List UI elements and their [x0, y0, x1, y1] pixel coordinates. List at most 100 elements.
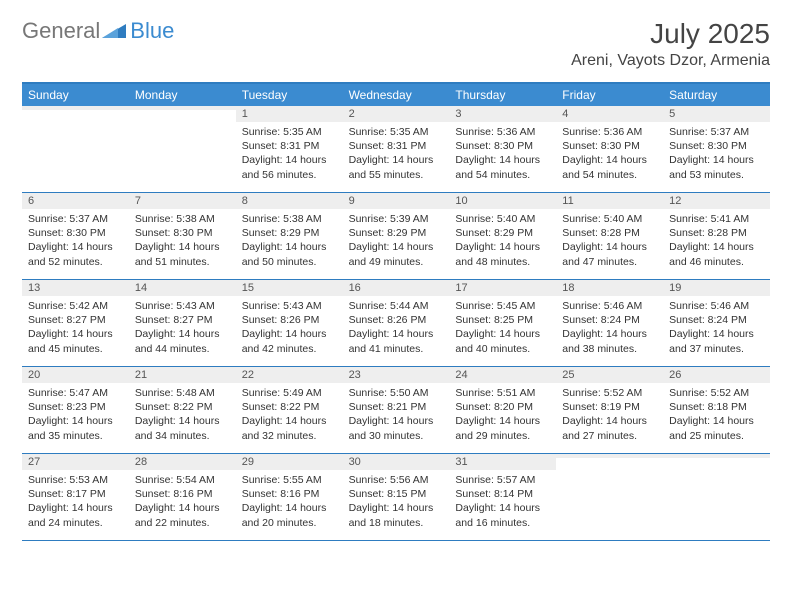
calendar-cell: 9Sunrise: 5:39 AMSunset: 8:29 PMDaylight…	[343, 193, 450, 279]
sunset-text: Sunset: 8:20 PM	[455, 400, 550, 414]
sunrise-text: Sunrise: 5:49 AM	[242, 386, 337, 400]
day-number: 5	[663, 106, 770, 122]
calendar-cell: 24Sunrise: 5:51 AMSunset: 8:20 PMDayligh…	[449, 367, 556, 453]
calendar-cell: 4Sunrise: 5:36 AMSunset: 8:30 PMDaylight…	[556, 106, 663, 192]
cell-body: Sunrise: 5:50 AMSunset: 8:21 PMDaylight:…	[343, 383, 450, 449]
cell-body: Sunrise: 5:38 AMSunset: 8:30 PMDaylight:…	[129, 209, 236, 275]
day-number: 8	[236, 193, 343, 209]
daylight-text: Daylight: 14 hours and 40 minutes.	[455, 327, 550, 355]
calendar-cell: 15Sunrise: 5:43 AMSunset: 8:26 PMDayligh…	[236, 280, 343, 366]
calendar-cell: 25Sunrise: 5:52 AMSunset: 8:19 PMDayligh…	[556, 367, 663, 453]
day-number: 17	[449, 280, 556, 296]
day-number: 15	[236, 280, 343, 296]
sunrise-text: Sunrise: 5:54 AM	[135, 473, 230, 487]
day-number: 6	[22, 193, 129, 209]
sunset-text: Sunset: 8:18 PM	[669, 400, 764, 414]
daylight-text: Daylight: 14 hours and 16 minutes.	[455, 501, 550, 529]
cell-body: Sunrise: 5:53 AMSunset: 8:17 PMDaylight:…	[22, 470, 129, 536]
logo: General Blue	[22, 18, 174, 44]
cell-body: Sunrise: 5:41 AMSunset: 8:28 PMDaylight:…	[663, 209, 770, 275]
cell-body: Sunrise: 5:55 AMSunset: 8:16 PMDaylight:…	[236, 470, 343, 536]
sunset-text: Sunset: 8:30 PM	[562, 139, 657, 153]
sunrise-text: Sunrise: 5:35 AM	[349, 125, 444, 139]
sunrise-text: Sunrise: 5:47 AM	[28, 386, 123, 400]
logo-triangle-icon	[102, 22, 128, 40]
sunset-text: Sunset: 8:22 PM	[135, 400, 230, 414]
day-number: 25	[556, 367, 663, 383]
cell-body: Sunrise: 5:35 AMSunset: 8:31 PMDaylight:…	[343, 122, 450, 188]
daylight-text: Daylight: 14 hours and 56 minutes.	[242, 153, 337, 181]
sunset-text: Sunset: 8:14 PM	[455, 487, 550, 501]
weeks-container: 1Sunrise: 5:35 AMSunset: 8:31 PMDaylight…	[22, 106, 770, 541]
calendar-week: 6Sunrise: 5:37 AMSunset: 8:30 PMDaylight…	[22, 193, 770, 280]
sunrise-text: Sunrise: 5:35 AM	[242, 125, 337, 139]
cell-body	[556, 458, 663, 467]
day-header-sat: Saturday	[663, 84, 770, 106]
day-header-row: Sunday Monday Tuesday Wednesday Thursday…	[22, 84, 770, 106]
daylight-text: Daylight: 14 hours and 55 minutes.	[349, 153, 444, 181]
logo-text-general: General	[22, 18, 100, 44]
sunrise-text: Sunrise: 5:52 AM	[562, 386, 657, 400]
day-number: 12	[663, 193, 770, 209]
sunset-text: Sunset: 8:26 PM	[242, 313, 337, 327]
daylight-text: Daylight: 14 hours and 46 minutes.	[669, 240, 764, 268]
sunset-text: Sunset: 8:28 PM	[669, 226, 764, 240]
daylight-text: Daylight: 14 hours and 48 minutes.	[455, 240, 550, 268]
calendar-cell: 2Sunrise: 5:35 AMSunset: 8:31 PMDaylight…	[343, 106, 450, 192]
cell-body	[129, 110, 236, 119]
day-header-thu: Thursday	[449, 84, 556, 106]
sunrise-text: Sunrise: 5:36 AM	[562, 125, 657, 139]
cell-body: Sunrise: 5:43 AMSunset: 8:27 PMDaylight:…	[129, 296, 236, 362]
sunrise-text: Sunrise: 5:39 AM	[349, 212, 444, 226]
calendar-cell: 20Sunrise: 5:47 AMSunset: 8:23 PMDayligh…	[22, 367, 129, 453]
cell-body: Sunrise: 5:40 AMSunset: 8:29 PMDaylight:…	[449, 209, 556, 275]
cell-body: Sunrise: 5:48 AMSunset: 8:22 PMDaylight:…	[129, 383, 236, 449]
cell-body: Sunrise: 5:38 AMSunset: 8:29 PMDaylight:…	[236, 209, 343, 275]
cell-body: Sunrise: 5:43 AMSunset: 8:26 PMDaylight:…	[236, 296, 343, 362]
daylight-text: Daylight: 14 hours and 25 minutes.	[669, 414, 764, 442]
sunset-text: Sunset: 8:24 PM	[562, 313, 657, 327]
daylight-text: Daylight: 14 hours and 47 minutes.	[562, 240, 657, 268]
calendar-cell: 18Sunrise: 5:46 AMSunset: 8:24 PMDayligh…	[556, 280, 663, 366]
sunset-text: Sunset: 8:19 PM	[562, 400, 657, 414]
sunset-text: Sunset: 8:29 PM	[242, 226, 337, 240]
cell-body: Sunrise: 5:44 AMSunset: 8:26 PMDaylight:…	[343, 296, 450, 362]
calendar-cell: 29Sunrise: 5:55 AMSunset: 8:16 PMDayligh…	[236, 454, 343, 540]
calendar-week: 27Sunrise: 5:53 AMSunset: 8:17 PMDayligh…	[22, 454, 770, 541]
cell-body: Sunrise: 5:36 AMSunset: 8:30 PMDaylight:…	[556, 122, 663, 188]
sunset-text: Sunset: 8:24 PM	[669, 313, 764, 327]
calendar: Sunday Monday Tuesday Wednesday Thursday…	[22, 82, 770, 541]
calendar-cell: 16Sunrise: 5:44 AMSunset: 8:26 PMDayligh…	[343, 280, 450, 366]
daylight-text: Daylight: 14 hours and 54 minutes.	[455, 153, 550, 181]
cell-body: Sunrise: 5:35 AMSunset: 8:31 PMDaylight:…	[236, 122, 343, 188]
sunset-text: Sunset: 8:31 PM	[242, 139, 337, 153]
cell-body	[22, 110, 129, 119]
top-header: General Blue July 2025 Areni, Vayots Dzo…	[22, 18, 770, 70]
calendar-cell: 17Sunrise: 5:45 AMSunset: 8:25 PMDayligh…	[449, 280, 556, 366]
day-number: 10	[449, 193, 556, 209]
cell-body: Sunrise: 5:54 AMSunset: 8:16 PMDaylight:…	[129, 470, 236, 536]
day-number: 27	[22, 454, 129, 470]
sunset-text: Sunset: 8:23 PM	[28, 400, 123, 414]
day-number: 9	[343, 193, 450, 209]
cell-body: Sunrise: 5:56 AMSunset: 8:15 PMDaylight:…	[343, 470, 450, 536]
sunset-text: Sunset: 8:16 PM	[242, 487, 337, 501]
daylight-text: Daylight: 14 hours and 20 minutes.	[242, 501, 337, 529]
cell-body: Sunrise: 5:37 AMSunset: 8:30 PMDaylight:…	[663, 122, 770, 188]
sunrise-text: Sunrise: 5:46 AM	[669, 299, 764, 313]
cell-body: Sunrise: 5:52 AMSunset: 8:18 PMDaylight:…	[663, 383, 770, 449]
cell-body: Sunrise: 5:36 AMSunset: 8:30 PMDaylight:…	[449, 122, 556, 188]
calendar-cell: 30Sunrise: 5:56 AMSunset: 8:15 PMDayligh…	[343, 454, 450, 540]
sunset-text: Sunset: 8:15 PM	[349, 487, 444, 501]
calendar-cell: 11Sunrise: 5:40 AMSunset: 8:28 PMDayligh…	[556, 193, 663, 279]
sunset-text: Sunset: 8:30 PM	[135, 226, 230, 240]
sunrise-text: Sunrise: 5:37 AM	[669, 125, 764, 139]
day-number: 11	[556, 193, 663, 209]
location-text: Areni, Vayots Dzor, Armenia	[571, 52, 770, 70]
day-number: 1	[236, 106, 343, 122]
sunrise-text: Sunrise: 5:38 AM	[242, 212, 337, 226]
sunset-text: Sunset: 8:27 PM	[28, 313, 123, 327]
sunrise-text: Sunrise: 5:48 AM	[135, 386, 230, 400]
sunrise-text: Sunrise: 5:38 AM	[135, 212, 230, 226]
day-number: 22	[236, 367, 343, 383]
